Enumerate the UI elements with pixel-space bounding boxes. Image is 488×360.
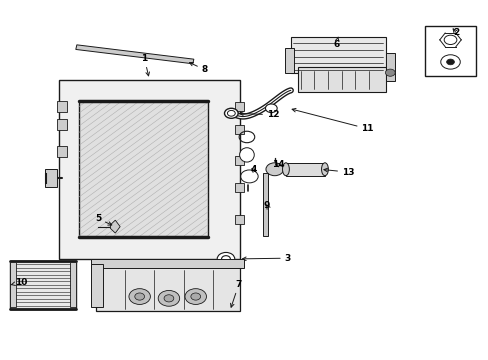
Bar [91, 264, 103, 307]
Bar [91, 259, 244, 268]
Bar [285, 48, 293, 73]
Text: 8: 8 [189, 62, 207, 74]
Bar [70, 262, 76, 307]
Bar [10, 262, 16, 307]
Bar [290, 37, 385, 73]
Ellipse shape [321, 163, 328, 176]
Bar [298, 67, 385, 92]
Bar [44, 169, 57, 187]
Polygon shape [110, 220, 120, 233]
Bar [57, 146, 67, 157]
Text: 6: 6 [332, 37, 339, 49]
Circle shape [446, 59, 453, 65]
Circle shape [190, 293, 200, 300]
Text: 1: 1 [141, 54, 149, 76]
Circle shape [184, 289, 206, 305]
Bar [285, 163, 325, 176]
Bar [10, 261, 76, 309]
Text: 7: 7 [230, 280, 242, 307]
Text: 13: 13 [323, 168, 353, 177]
Text: 5: 5 [95, 214, 112, 225]
Bar [234, 183, 243, 192]
Circle shape [385, 69, 394, 76]
Text: 3: 3 [242, 254, 290, 263]
Bar [59, 80, 239, 259]
Circle shape [224, 108, 238, 118]
Bar [57, 101, 67, 112]
Circle shape [265, 163, 283, 176]
Circle shape [135, 293, 144, 300]
Bar [385, 53, 394, 81]
Bar [57, 119, 67, 130]
Bar [96, 261, 239, 311]
Circle shape [265, 104, 277, 113]
Circle shape [129, 289, 150, 305]
Circle shape [163, 295, 173, 302]
Text: 14: 14 [272, 161, 285, 170]
Text: 10: 10 [11, 278, 27, 287]
Bar [234, 102, 243, 111]
Circle shape [217, 252, 234, 265]
Text: 2: 2 [452, 28, 459, 37]
Ellipse shape [239, 148, 254, 162]
Bar [234, 215, 243, 224]
Ellipse shape [282, 163, 289, 176]
Bar [79, 101, 207, 237]
Circle shape [158, 291, 179, 306]
Text: 12: 12 [239, 110, 279, 119]
Text: 9: 9 [263, 201, 269, 210]
Bar [263, 173, 267, 235]
Text: 4: 4 [249, 166, 256, 175]
Bar [234, 126, 243, 134]
Bar [76, 45, 193, 64]
Bar [234, 156, 243, 165]
Text: 11: 11 [291, 108, 373, 133]
Bar [424, 26, 475, 76]
